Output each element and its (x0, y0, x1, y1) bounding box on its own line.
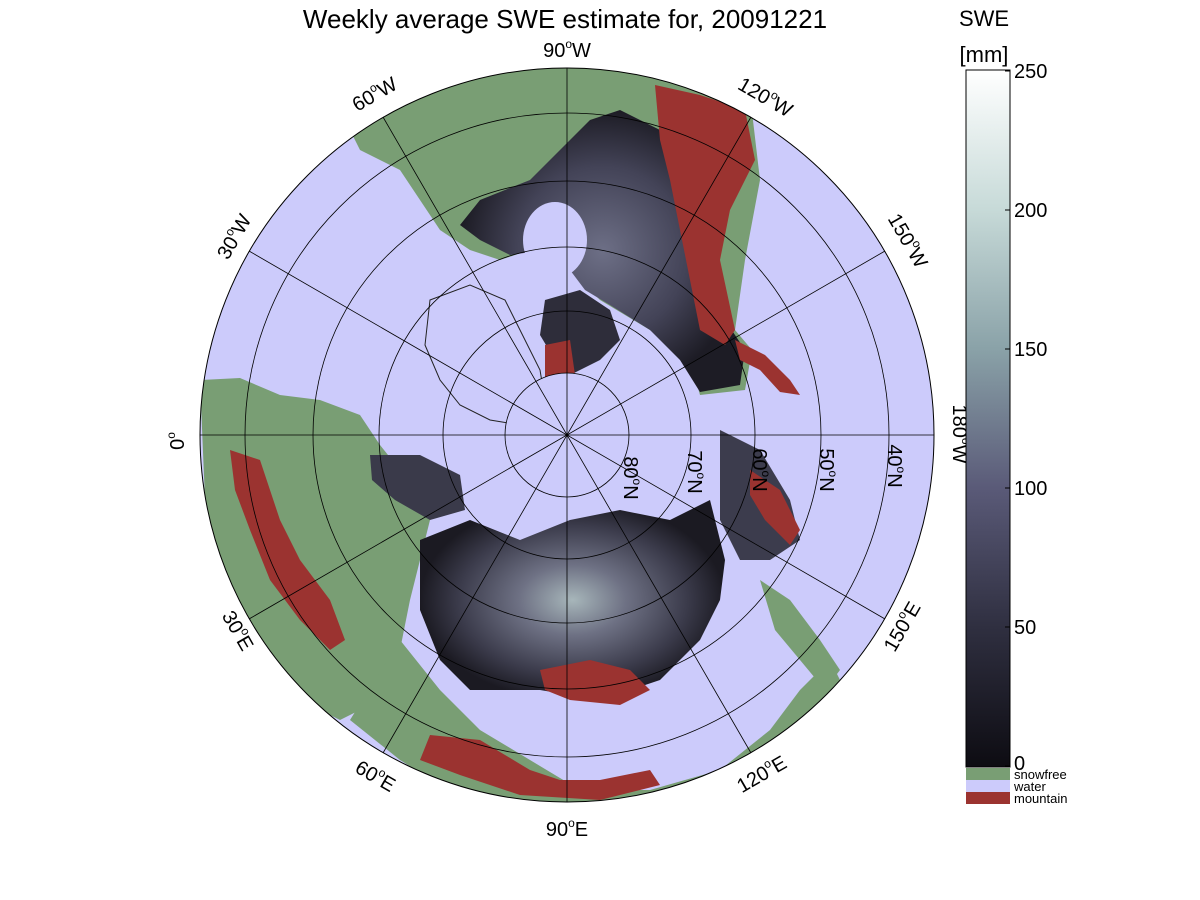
legend-swatch-water (966, 780, 1010, 792)
alaska-mountains (735, 340, 800, 395)
legend-swatch-snowfree (966, 768, 1010, 780)
alps-caucasus-mountains (230, 450, 345, 650)
colorbar-label-unit: [mm] (960, 42, 1009, 67)
rocky-mountains (655, 85, 755, 345)
label-60n: 60oN (748, 448, 773, 491)
far-east-mountains (750, 470, 800, 545)
label-90w: 90oW (543, 37, 591, 62)
label-50n: 50oN (815, 448, 840, 491)
colorbar-tick-label: 150 (1014, 339, 1047, 361)
map-title: Weekly average SWE estimate for, 2009122… (303, 4, 827, 34)
colorbar-label-swe: SWE (959, 6, 1009, 31)
colorbar-gradient (965, 69, 1011, 768)
colorbar-tick-label: 100 (1014, 478, 1047, 500)
legend-label-snowfree: snowfree (1014, 767, 1067, 782)
label-70n: 70oN (683, 450, 708, 493)
legend-swatch-mountain (966, 792, 1010, 804)
legend-label-mountain: mountain (1014, 791, 1067, 806)
colorbar-ticks (1005, 70, 1010, 767)
hudson-bay (523, 202, 587, 278)
scandinavia-snow (370, 455, 465, 520)
colorbar-tick-label: 0 (1014, 753, 1025, 775)
label-60w: 60oW (347, 71, 401, 117)
kamchatka (760, 580, 840, 690)
legend-label-water: water (1013, 779, 1046, 794)
graticule (199, 67, 935, 803)
siberia-snow (420, 500, 725, 700)
colorbar-tick-label: 200 (1014, 200, 1047, 222)
label-0: 0o (164, 432, 189, 450)
label-90e: 90oE (546, 816, 588, 841)
longitude-labels: 90oW 90oE 60oW 120oW 30oW 150oW 0o 180oW… (164, 37, 973, 841)
label-40n: 40oN (883, 444, 908, 487)
meridian-150w-30e (248, 250, 886, 620)
altai-mountains (540, 660, 650, 705)
colorbar-tick-label: 250 (1014, 61, 1047, 83)
label-60e: 60oE (351, 754, 400, 797)
central-asia-mountains (420, 735, 660, 800)
latitude-labels: 80oN 70oN 60oN 50oN 40oN (619, 444, 908, 499)
colorbar-tick-label: 50 (1014, 617, 1036, 639)
colorbar: SWE [mm] 0 50 100 150 200 250 snowfree w… (959, 6, 1068, 806)
label-80n: 80oN (619, 456, 644, 499)
